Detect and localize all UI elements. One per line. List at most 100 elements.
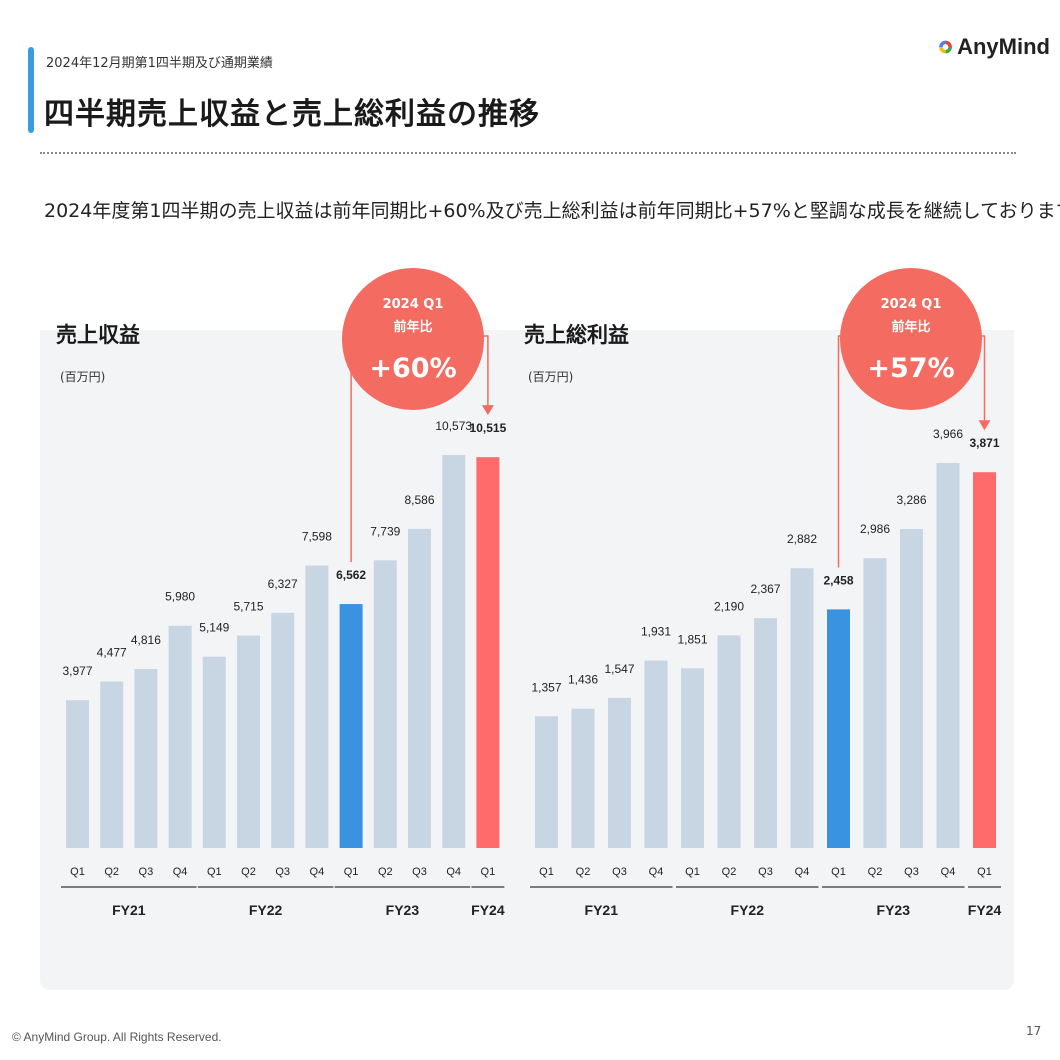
bar	[644, 660, 668, 848]
data-label: 8,586	[404, 493, 434, 507]
bar	[339, 604, 363, 848]
chart-title: 売上総利益	[524, 323, 629, 347]
bar	[900, 529, 923, 848]
x-tick-label: Q2	[576, 866, 591, 878]
data-label: 2,458	[823, 573, 853, 587]
bar	[681, 668, 704, 848]
x-tick-label: Q3	[612, 866, 627, 878]
bar	[863, 558, 887, 848]
data-label: 1,547	[604, 662, 634, 676]
x-tick-label: Q1	[344, 866, 359, 878]
x-tick-label: Q1	[977, 866, 992, 878]
x-tick-label: Q4	[649, 866, 664, 878]
bar	[608, 697, 631, 848]
chart-unit-label: (百万円)	[528, 370, 573, 384]
data-label: 3,286	[896, 493, 926, 507]
x-tick-label: Q1	[685, 866, 700, 878]
group-label: FY24	[471, 902, 505, 918]
bar	[408, 528, 431, 848]
data-label: 4,477	[97, 646, 127, 660]
x-tick-label: Q2	[378, 866, 393, 878]
copyright-text: © AnyMind Group. All Rights Reserved.	[12, 1030, 222, 1044]
x-tick-label: Q2	[722, 866, 737, 878]
company-logo: AnyMind	[938, 29, 1050, 65]
lead-text: 2024年度第1四半期の売上収益は前年同期比+60%及び売上総利益は前年同期比+…	[44, 200, 1060, 222]
data-label: 6,327	[268, 577, 298, 591]
x-tick-label: Q4	[941, 866, 956, 878]
x-tick-label: Q3	[275, 866, 290, 878]
data-label: 2,986	[860, 522, 890, 536]
data-label: 2,190	[714, 599, 744, 613]
group-label: FY23	[386, 902, 420, 918]
bar	[973, 472, 996, 848]
x-tick-label: Q3	[139, 866, 154, 878]
page-title: 四半期売上収益と売上総利益の推移	[44, 97, 540, 132]
x-tick-label: Q1	[70, 866, 85, 878]
x-tick-label: Q3	[412, 866, 427, 878]
x-tick-label: Q1	[481, 866, 496, 878]
group-label: FY21	[112, 902, 146, 918]
data-label: 5,149	[199, 621, 229, 635]
group-label: FY22	[731, 902, 765, 918]
badge-period: 2024 Q1	[881, 297, 942, 312]
data-label: 1,436	[568, 673, 598, 687]
data-label: 3,966	[933, 427, 963, 441]
x-tick-label: Q4	[795, 866, 810, 878]
bar	[717, 635, 741, 848]
x-tick-label: Q1	[207, 866, 222, 878]
data-label: 3,871	[969, 436, 999, 450]
x-tick-label: Q4	[446, 866, 461, 878]
chart-unit-label: (百万円)	[60, 370, 105, 384]
bar	[237, 635, 260, 848]
bar	[271, 612, 295, 848]
title-accent-bar	[28, 47, 34, 133]
data-label: 5,980	[165, 590, 195, 604]
data-label: 3,977	[62, 664, 92, 678]
x-tick-label: Q1	[539, 866, 554, 878]
bar	[535, 716, 558, 848]
bar	[442, 455, 466, 848]
x-tick-label: Q3	[758, 866, 773, 878]
badge-growth-value: +60%	[369, 353, 456, 384]
x-tick-label: Q1	[831, 866, 846, 878]
data-label: 7,598	[302, 530, 332, 544]
logo-text: AnyMind	[957, 34, 1050, 59]
badge-caption: 前年比	[891, 319, 930, 335]
page-number: 17	[1026, 1024, 1042, 1038]
bar	[305, 565, 329, 848]
bar	[476, 457, 500, 848]
x-tick-label: Q3	[904, 866, 919, 878]
badge-growth-value: +57%	[867, 353, 954, 384]
bar	[100, 681, 124, 848]
data-label: 6,562	[336, 568, 366, 582]
bar	[754, 618, 777, 848]
data-label: 7,739	[370, 524, 400, 538]
bar	[571, 708, 595, 848]
bar	[66, 700, 89, 848]
x-tick-label: Q4	[310, 866, 325, 878]
group-label: FY22	[249, 902, 283, 918]
growth-badge	[840, 268, 982, 410]
arrow-down-icon	[481, 405, 494, 416]
arrow-down-icon	[978, 420, 991, 431]
bar	[202, 656, 226, 848]
page-subtitle: 2024年12月期第1四半期及び通期業績	[46, 56, 273, 71]
data-label: 1,851	[677, 632, 707, 646]
x-tick-label: Q2	[104, 866, 119, 878]
data-label: 5,715	[233, 600, 263, 614]
data-label: 4,816	[131, 633, 161, 647]
x-tick-label: Q2	[868, 866, 883, 878]
growth-badge	[342, 268, 484, 410]
bar	[827, 609, 850, 848]
badge-caption: 前年比	[393, 319, 432, 335]
chart-title: 売上収益	[56, 323, 140, 347]
data-label: 10,573	[435, 419, 472, 433]
data-label: 2,882	[787, 532, 817, 546]
bar	[936, 463, 960, 848]
group-label: FY21	[585, 902, 619, 918]
bar	[134, 668, 158, 848]
data-label: 1,357	[531, 680, 561, 694]
data-label: 2,367	[750, 582, 780, 596]
header-divider	[40, 152, 1016, 154]
